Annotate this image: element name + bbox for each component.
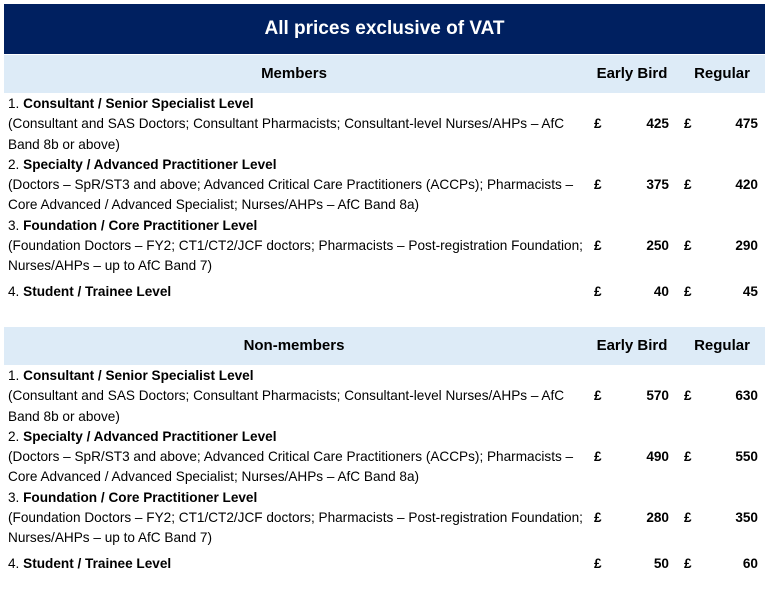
currency-symbol: £ [594, 116, 602, 132]
level-name: Consultant / Senior Specialist Level [23, 96, 254, 111]
section-header: Members Early Bird Regular [4, 55, 765, 93]
price-row: 1. Consultant / Senior Specialist Level (… [4, 366, 765, 427]
early-bird-price: 425 [646, 116, 669, 132]
regular-price: 550 [735, 449, 758, 465]
price-row: 1. Consultant / Senior Specialist Level (… [4, 94, 765, 155]
level-detail: (Consultant and SAS Doctors; Consultant … [8, 116, 565, 152]
regular-header: Regular [694, 337, 750, 354]
early-bird-header: Early Bird [596, 65, 668, 82]
currency-symbol: £ [684, 555, 692, 571]
early-bird-price: 250 [646, 238, 669, 254]
row-number: 3. [8, 489, 20, 505]
level-name: Foundation / Core Practitioner Level [23, 489, 258, 505]
currency-symbol: £ [594, 510, 602, 526]
level-detail: (Consultant and SAS Doctors; Consultant … [8, 388, 565, 424]
level-name: Specialty / Advanced Practitioner Level [23, 428, 277, 444]
level-name: Student / Trainee Level [23, 283, 172, 299]
row-number: 4. [8, 283, 20, 299]
currency-symbol: £ [594, 283, 602, 299]
level-detail: (Foundation Doctors – FY2; CT1/CT2/JCF d… [8, 238, 583, 274]
currency-symbol: £ [594, 388, 602, 404]
price-row: 2. Specialty / Advanced Practitioner Lev… [4, 155, 765, 216]
price-row: 3. Foundation / Core Practitioner Level (… [4, 216, 765, 277]
regular-price: 475 [735, 116, 758, 132]
level-detail: (Foundation Doctors – FY2; CT1/CT2/JCF d… [8, 510, 583, 546]
level-detail: (Doctors – SpR/ST3 and above; Advanced C… [8, 449, 574, 485]
currency-symbol: £ [684, 238, 692, 254]
row-number: 4. [8, 555, 20, 571]
row-number: 1. [8, 368, 20, 383]
section-label: Members [261, 65, 327, 82]
early-bird-price: 40 [653, 283, 669, 299]
early-bird-header: Early Bird [596, 337, 668, 354]
row-number: 3. [8, 217, 20, 233]
row-number: 1. [8, 96, 20, 111]
currency-symbol: £ [684, 116, 692, 132]
level-name: Consultant / Senior Specialist Level [23, 368, 254, 383]
vat-title: All prices exclusive of VAT [4, 4, 765, 54]
regular-price: 420 [735, 177, 758, 193]
currency-symbol: £ [684, 510, 692, 526]
regular-price: 350 [735, 510, 758, 526]
row-number: 2. [8, 156, 20, 172]
level-name: Specialty / Advanced Practitioner Level [23, 156, 277, 172]
pricing-section: Members Early Bird Regular 1. Consultant… [4, 55, 765, 302]
currency-symbol: £ [684, 283, 692, 299]
early-bird-price: 280 [646, 510, 669, 526]
early-bird-price: 375 [646, 177, 669, 193]
early-bird-price: 570 [646, 388, 669, 404]
currency-symbol: £ [594, 555, 602, 571]
regular-price: 630 [735, 388, 758, 404]
price-row: 3. Foundation / Core Practitioner Level (… [4, 488, 765, 549]
early-bird-price: 490 [646, 449, 669, 465]
section-label: Non-members [243, 337, 345, 354]
pricing-section: Non-members Early Bird Regular 1. Consul… [4, 327, 765, 574]
level-name: Foundation / Core Practitioner Level [23, 217, 258, 233]
currency-symbol: £ [594, 238, 602, 254]
currency-symbol: £ [594, 177, 602, 193]
regular-price: 45 [742, 283, 758, 299]
currency-symbol: £ [684, 449, 692, 465]
row-number: 2. [8, 428, 20, 444]
regular-price: 290 [735, 238, 758, 254]
early-bird-price: 50 [653, 555, 669, 571]
price-row: 4. Student / Trainee Level £ 50 £ 60 [4, 554, 765, 574]
currency-symbol: £ [594, 449, 602, 465]
price-row: 4. Student / Trainee Level £ 40 £ 45 [4, 282, 765, 302]
currency-symbol: £ [684, 177, 692, 193]
regular-price: 60 [742, 555, 758, 571]
currency-symbol: £ [684, 388, 692, 404]
section-header: Non-members Early Bird Regular [4, 327, 765, 365]
price-row: 2. Specialty / Advanced Practitioner Lev… [4, 427, 765, 488]
regular-header: Regular [694, 65, 750, 82]
level-detail: (Doctors – SpR/ST3 and above; Advanced C… [8, 177, 574, 213]
level-name: Student / Trainee Level [23, 555, 172, 571]
